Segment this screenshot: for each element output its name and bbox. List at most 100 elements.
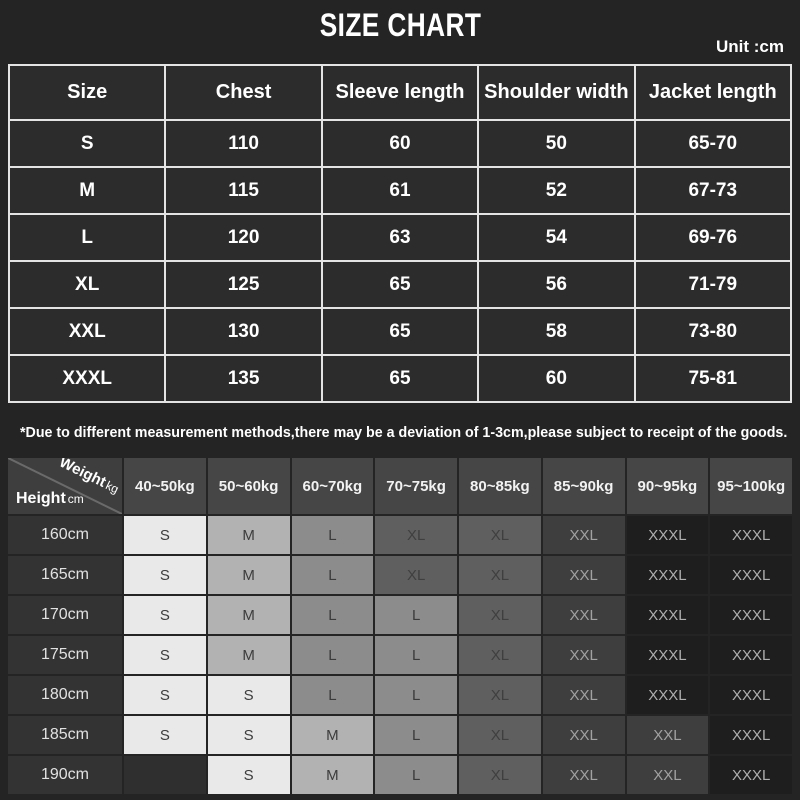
measurement-cell: 115 — [164, 166, 323, 215]
size-table-row: L 120 63 54 69-76 — [7, 213, 793, 262]
size-table: Size Chest Sleeve length Shoulder width Jack… — [7, 64, 793, 403]
size-recommendation-cell: XXXL — [626, 636, 709, 674]
size-recommendation-cell: L — [375, 756, 457, 794]
size-recommendation-cell: XXL — [626, 716, 709, 754]
size-recommendation-cell: XXL — [542, 556, 625, 594]
measurement-cell: 65 — [320, 354, 480, 403]
size-recommendation-cell: XXL — [542, 756, 625, 794]
size-recommendation-cell: S — [124, 676, 206, 714]
size-recommendation-cell: S — [207, 676, 290, 714]
size-recommendation-cell: L — [291, 596, 374, 634]
column-header: Sleeve length — [320, 64, 480, 121]
size-recommendation-cell: XXL — [542, 676, 625, 714]
measurement-cell: 58 — [477, 307, 636, 356]
size-recommendation-cell: S — [124, 556, 206, 594]
measurement-cell: 67-73 — [633, 166, 793, 215]
size-recommendation-cell: M — [207, 636, 290, 674]
size-recommendation-cell: XXL — [542, 596, 625, 634]
measurement-cell: 71-79 — [633, 260, 793, 309]
size-recommendation-cell: XL — [459, 556, 541, 594]
measurement-cell: 61 — [320, 166, 480, 215]
weight-header: 60~70kg — [291, 458, 374, 514]
size-name-cell: S — [7, 119, 167, 168]
size-recommendation-cell: M — [207, 516, 290, 554]
size-recommendation-cell: XXXL — [626, 516, 709, 554]
size-recommendation-cell: XL — [459, 756, 541, 794]
size-name-cell: M — [7, 166, 167, 215]
size-table-row: S 110 60 50 65-70 — [7, 119, 793, 168]
measurement-cell: 75-81 — [633, 354, 793, 403]
measurement-cell: 63 — [320, 213, 480, 262]
matrix-corner-cell: Weightkg Height cm — [8, 458, 122, 514]
measurement-cell: 125 — [164, 260, 323, 309]
measurement-cell: 110 — [164, 119, 323, 168]
size-name-cell: XXXL — [7, 354, 167, 403]
size-recommendation-cell: S — [124, 716, 206, 754]
weight-header: 85~90kg — [542, 458, 625, 514]
size-recommendation-cell: S — [207, 716, 290, 754]
measurement-cell: 50 — [477, 119, 636, 168]
measurement-cell: 69-76 — [633, 213, 793, 262]
size-recommendation-cell: XXXL — [710, 516, 792, 554]
size-recommendation-cell: XXXL — [626, 556, 709, 594]
fit-matrix: Weightkg Height cm 40~50kg 50~60kg 60~70kg 7… — [8, 458, 792, 794]
size-recommendation-cell: S — [207, 756, 290, 794]
measurement-cell: 56 — [477, 260, 636, 309]
size-recommendation-cell: M — [291, 716, 374, 754]
size-recommendation-cell: XXXL — [710, 636, 792, 674]
measurement-cell: 52 — [477, 166, 636, 215]
height-label: 170cm — [8, 596, 122, 634]
size-recommendation-cell: XXL — [626, 756, 709, 794]
measurement-cell: 65 — [320, 260, 480, 309]
height-label: 175cm — [8, 636, 122, 674]
size-recommendation-cell: S — [124, 596, 206, 634]
height-axis-unit: cm — [67, 492, 84, 506]
size-recommendation-cell: L — [375, 636, 457, 674]
size-recommendation-cell: L — [291, 676, 374, 714]
measurement-cell: 65 — [320, 307, 480, 356]
size-recommendation-cell: XXXL — [710, 756, 792, 794]
weight-header: 95~100kg — [710, 458, 792, 514]
size-recommendation-cell: XXXL — [710, 676, 792, 714]
size-recommendation-cell: M — [291, 756, 374, 794]
measurement-cell: 65-70 — [633, 119, 793, 168]
size-recommendation-cell: L — [291, 636, 374, 674]
size-recommendation-cell: XXL — [542, 516, 625, 554]
size-table-row: XXXL 135 65 60 75-81 — [7, 354, 793, 403]
size-recommendation-cell: S — [124, 636, 206, 674]
measurement-note: *Due to different measurement methods,th… — [20, 424, 788, 441]
size-name-cell: L — [7, 213, 167, 262]
size-recommendation-cell: XL — [459, 676, 541, 714]
column-header: Jacket length — [633, 64, 793, 121]
size-recommendation-cell: S — [124, 516, 206, 554]
size-table-row: M 115 61 52 67-73 — [7, 166, 793, 215]
measurement-cell: 60 — [477, 354, 636, 403]
page-header: SIZE CHART — [0, 0, 800, 58]
size-table-header-row: Size Chest Sleeve length Shoulder width Jack… — [7, 64, 793, 121]
height-axis-text: Height — [16, 490, 66, 507]
weight-header: 80~85kg — [459, 458, 541, 514]
weight-header: 40~50kg — [124, 458, 206, 514]
measurement-cell: 130 — [164, 307, 323, 356]
measurement-cell: 120 — [164, 213, 323, 262]
size-recommendation-cell: XXL — [542, 716, 625, 754]
diagonal-divider-line — [8, 458, 122, 514]
height-label: 185cm — [8, 716, 122, 754]
measurement-cell: 54 — [477, 213, 636, 262]
size-recommendation-cell: XL — [375, 516, 457, 554]
size-recommendation-cell: XXXL — [710, 716, 792, 754]
size-recommendation-cell: XL — [459, 516, 541, 554]
column-header: Shoulder width — [477, 64, 636, 121]
size-recommendation-cell: XXXL — [626, 676, 709, 714]
unit-label: Unit :cm — [716, 37, 784, 56]
size-recommendation-cell: XXXL — [710, 556, 792, 594]
measurement-cell: 135 — [164, 354, 323, 403]
height-label: 160cm — [8, 516, 122, 554]
size-recommendation-cell — [124, 756, 206, 794]
size-recommendation-cell: XL — [375, 556, 457, 594]
size-recommendation-cell: L — [291, 556, 374, 594]
size-recommendation-cell: L — [291, 516, 374, 554]
size-recommendation-cell: XL — [459, 636, 541, 674]
column-header: Size — [7, 64, 167, 121]
size-recommendation-cell: XL — [459, 596, 541, 634]
